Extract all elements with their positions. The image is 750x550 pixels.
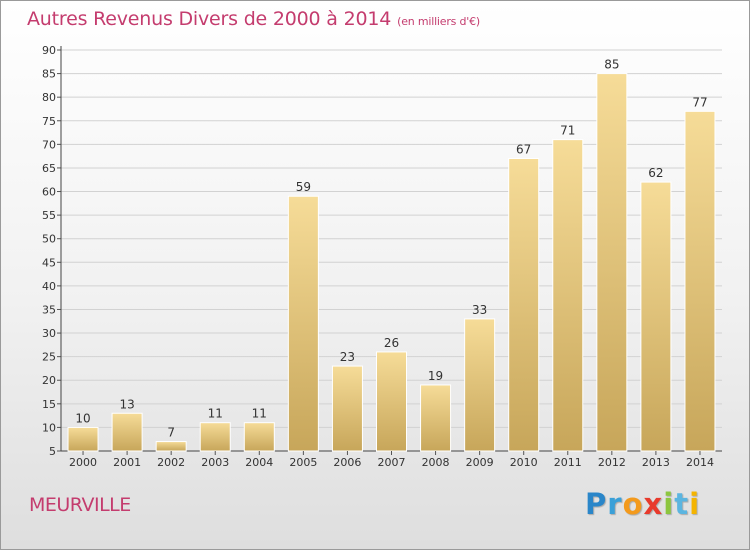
y-tick-label: 90 — [42, 44, 56, 57]
y-tick-label: 65 — [42, 162, 56, 175]
y-tick-label: 45 — [42, 256, 56, 269]
logo-letter: x — [643, 487, 664, 521]
logo-letter: P — [585, 487, 608, 521]
y-tick-label: 30 — [42, 327, 56, 340]
y-tick-label: 25 — [42, 351, 56, 364]
logo-letter: t — [674, 487, 690, 521]
x-tick-label: 2011 — [554, 456, 582, 469]
x-tick-label: 2003 — [201, 456, 229, 469]
data-label: 62 — [648, 166, 663, 180]
bar-2009 — [464, 318, 496, 452]
y-tick-label: 70 — [42, 138, 56, 151]
y-tick-label: 85 — [42, 68, 56, 81]
chart-title-text: Autres Revenus Divers de 2000 à 2014 — [27, 8, 392, 30]
chart-title: Autres Revenus Divers de 2000 à 2014 (en … — [27, 8, 480, 30]
x-tick-label: 2009 — [466, 456, 494, 469]
bar-2012 — [596, 73, 628, 452]
y-tick-label: 50 — [42, 233, 56, 246]
bar-2014 — [684, 110, 716, 452]
logo-letter: o — [622, 487, 644, 521]
bar-2003 — [199, 422, 231, 452]
data-label: 85 — [604, 58, 619, 72]
x-tick-label: 2010 — [510, 456, 538, 469]
y-tick-label: 5 — [49, 445, 56, 458]
bar-2005 — [287, 195, 319, 452]
bar-2007 — [376, 351, 407, 452]
bar-2004 — [243, 422, 275, 452]
x-tick-label: 2004 — [245, 456, 273, 469]
chart-title-unit: (en milliers d'€) — [397, 15, 481, 28]
x-tick-label: 2006 — [333, 456, 361, 469]
data-label: 67 — [516, 143, 531, 157]
data-label: 19 — [428, 369, 443, 383]
city-name: MEURVILLE — [29, 494, 131, 516]
data-label: 13 — [119, 397, 134, 411]
data-label: 23 — [340, 350, 355, 364]
x-tick-label: 2007 — [378, 456, 406, 469]
y-tick-label: 10 — [42, 421, 56, 434]
y-tick-label: 80 — [42, 91, 56, 104]
y-tick-label: 15 — [42, 398, 56, 411]
y-tick-label: 35 — [42, 303, 56, 316]
data-label: 11 — [208, 407, 223, 421]
y-tick-label: 60 — [42, 186, 56, 199]
data-label: 71 — [560, 124, 575, 138]
bar-2001 — [111, 412, 143, 452]
x-tick-label: 2001 — [113, 456, 141, 469]
y-tick-label: 55 — [42, 209, 56, 222]
data-label: 33 — [472, 303, 487, 317]
data-label: 10 — [75, 411, 90, 425]
bar-2011 — [552, 139, 584, 452]
data-label: 77 — [692, 95, 707, 109]
x-tick-label: 2005 — [289, 456, 317, 469]
y-tick-label: 40 — [42, 280, 56, 293]
y-tick-label: 20 — [42, 374, 56, 387]
proxiti-logo: Proxiti — [585, 487, 700, 521]
logo-letter: i — [689, 487, 701, 521]
bar-2008 — [420, 384, 452, 452]
data-label: 11 — [252, 407, 267, 421]
data-label: 59 — [296, 180, 311, 194]
bar-2000 — [67, 426, 99, 452]
x-tick-label: 2002 — [157, 456, 185, 469]
x-tick-label: 2013 — [642, 456, 670, 469]
data-label: 7 — [167, 426, 175, 440]
y-tick-label: 75 — [42, 115, 56, 128]
bar-2013 — [640, 181, 672, 452]
bar-2010 — [508, 158, 540, 452]
logo-letter: i — [663, 487, 675, 521]
logo-letter: r — [607, 487, 623, 521]
x-tick-label: 2012 — [598, 456, 626, 469]
x-tick-label: 2014 — [686, 456, 714, 469]
x-tick-label: 2008 — [422, 456, 450, 469]
bar-2006 — [331, 365, 363, 452]
bar-2002 — [155, 441, 187, 452]
x-tick-label: 2000 — [69, 456, 97, 469]
data-label: 26 — [384, 336, 399, 350]
